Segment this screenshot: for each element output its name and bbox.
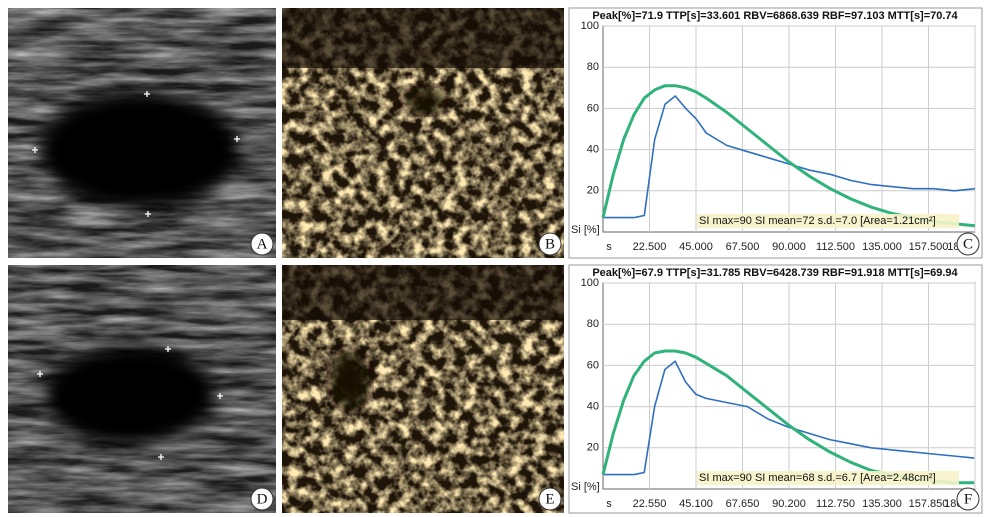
x-tick-label: 135.300 bbox=[862, 498, 902, 510]
figure: Peak[%]=71.9 TTP[s]=33.601 RBV=6868.639 … bbox=[0, 0, 987, 517]
y-tick-label: 60 bbox=[587, 359, 599, 371]
y-tick-label: 20 bbox=[587, 442, 599, 454]
y-tick-label: 80 bbox=[587, 61, 599, 73]
panel-label: B bbox=[545, 236, 555, 252]
y-tick-label: 60 bbox=[587, 102, 599, 114]
ultrasound-a bbox=[8, 8, 276, 258]
x-axis-label: s bbox=[606, 498, 612, 510]
x-tick-label: 67.650 bbox=[726, 498, 760, 510]
ultrasound-d bbox=[8, 265, 276, 513]
y-tick-label: 40 bbox=[587, 144, 599, 156]
y-tick-label: 80 bbox=[587, 318, 599, 330]
x-tick-label: 45.000 bbox=[679, 241, 713, 253]
y-tick-label: 100 bbox=[581, 20, 599, 32]
panel-label: A bbox=[257, 236, 268, 252]
stats: SI max=90 SI mean=72 s.d.=7.0 [Area=1.21… bbox=[699, 215, 936, 227]
x-tick-label: 157.850 bbox=[909, 498, 949, 510]
chart-c: Peak[%]=71.9 TTP[s]=33.601 RBV=6868.639 … bbox=[569, 8, 982, 258]
contrast-e bbox=[282, 265, 564, 513]
panel-label: D bbox=[257, 491, 268, 507]
x-tick-label: 90.200 bbox=[772, 498, 806, 510]
y-tick-label: 40 bbox=[587, 401, 599, 413]
x-tick-label: 90.000 bbox=[772, 241, 806, 253]
x-tick-label: 112.750 bbox=[816, 498, 855, 510]
x-tick-label: 45.100 bbox=[679, 498, 713, 510]
stats: SI max=90 SI mean=68 s.d.=6.7 [Area=2.48… bbox=[699, 472, 936, 484]
chart-header: Peak[%]=67.9 TTP[s]=31.785 RBV=6428.739 … bbox=[592, 267, 958, 279]
y-tick-label: 100 bbox=[581, 277, 599, 289]
contrast-b bbox=[282, 8, 564, 258]
chart-header: Peak[%]=71.9 TTP[s]=33.601 RBV=6868.639 … bbox=[592, 10, 958, 22]
chart-f: Peak[%]=67.9 TTP[s]=31.785 RBV=6428.739 … bbox=[569, 265, 982, 513]
y-axis-label: Si [%] bbox=[571, 224, 600, 236]
x-tick-label: 67.500 bbox=[726, 241, 760, 253]
x-tick-label: 22.500 bbox=[633, 241, 667, 253]
x-tick-label: 112.500 bbox=[816, 241, 855, 253]
panel-label: F bbox=[964, 491, 972, 507]
x-tick-label: 135.000 bbox=[862, 241, 902, 253]
x-axis-label: s bbox=[606, 241, 612, 253]
panel-label: E bbox=[545, 491, 554, 507]
y-tick-label: 20 bbox=[587, 185, 599, 197]
x-tick-label: 157.500 bbox=[909, 241, 949, 253]
panel-label: C bbox=[963, 236, 973, 252]
x-tick-label: 22.550 bbox=[633, 498, 667, 510]
y-axis-label: Si [%] bbox=[571, 481, 600, 493]
